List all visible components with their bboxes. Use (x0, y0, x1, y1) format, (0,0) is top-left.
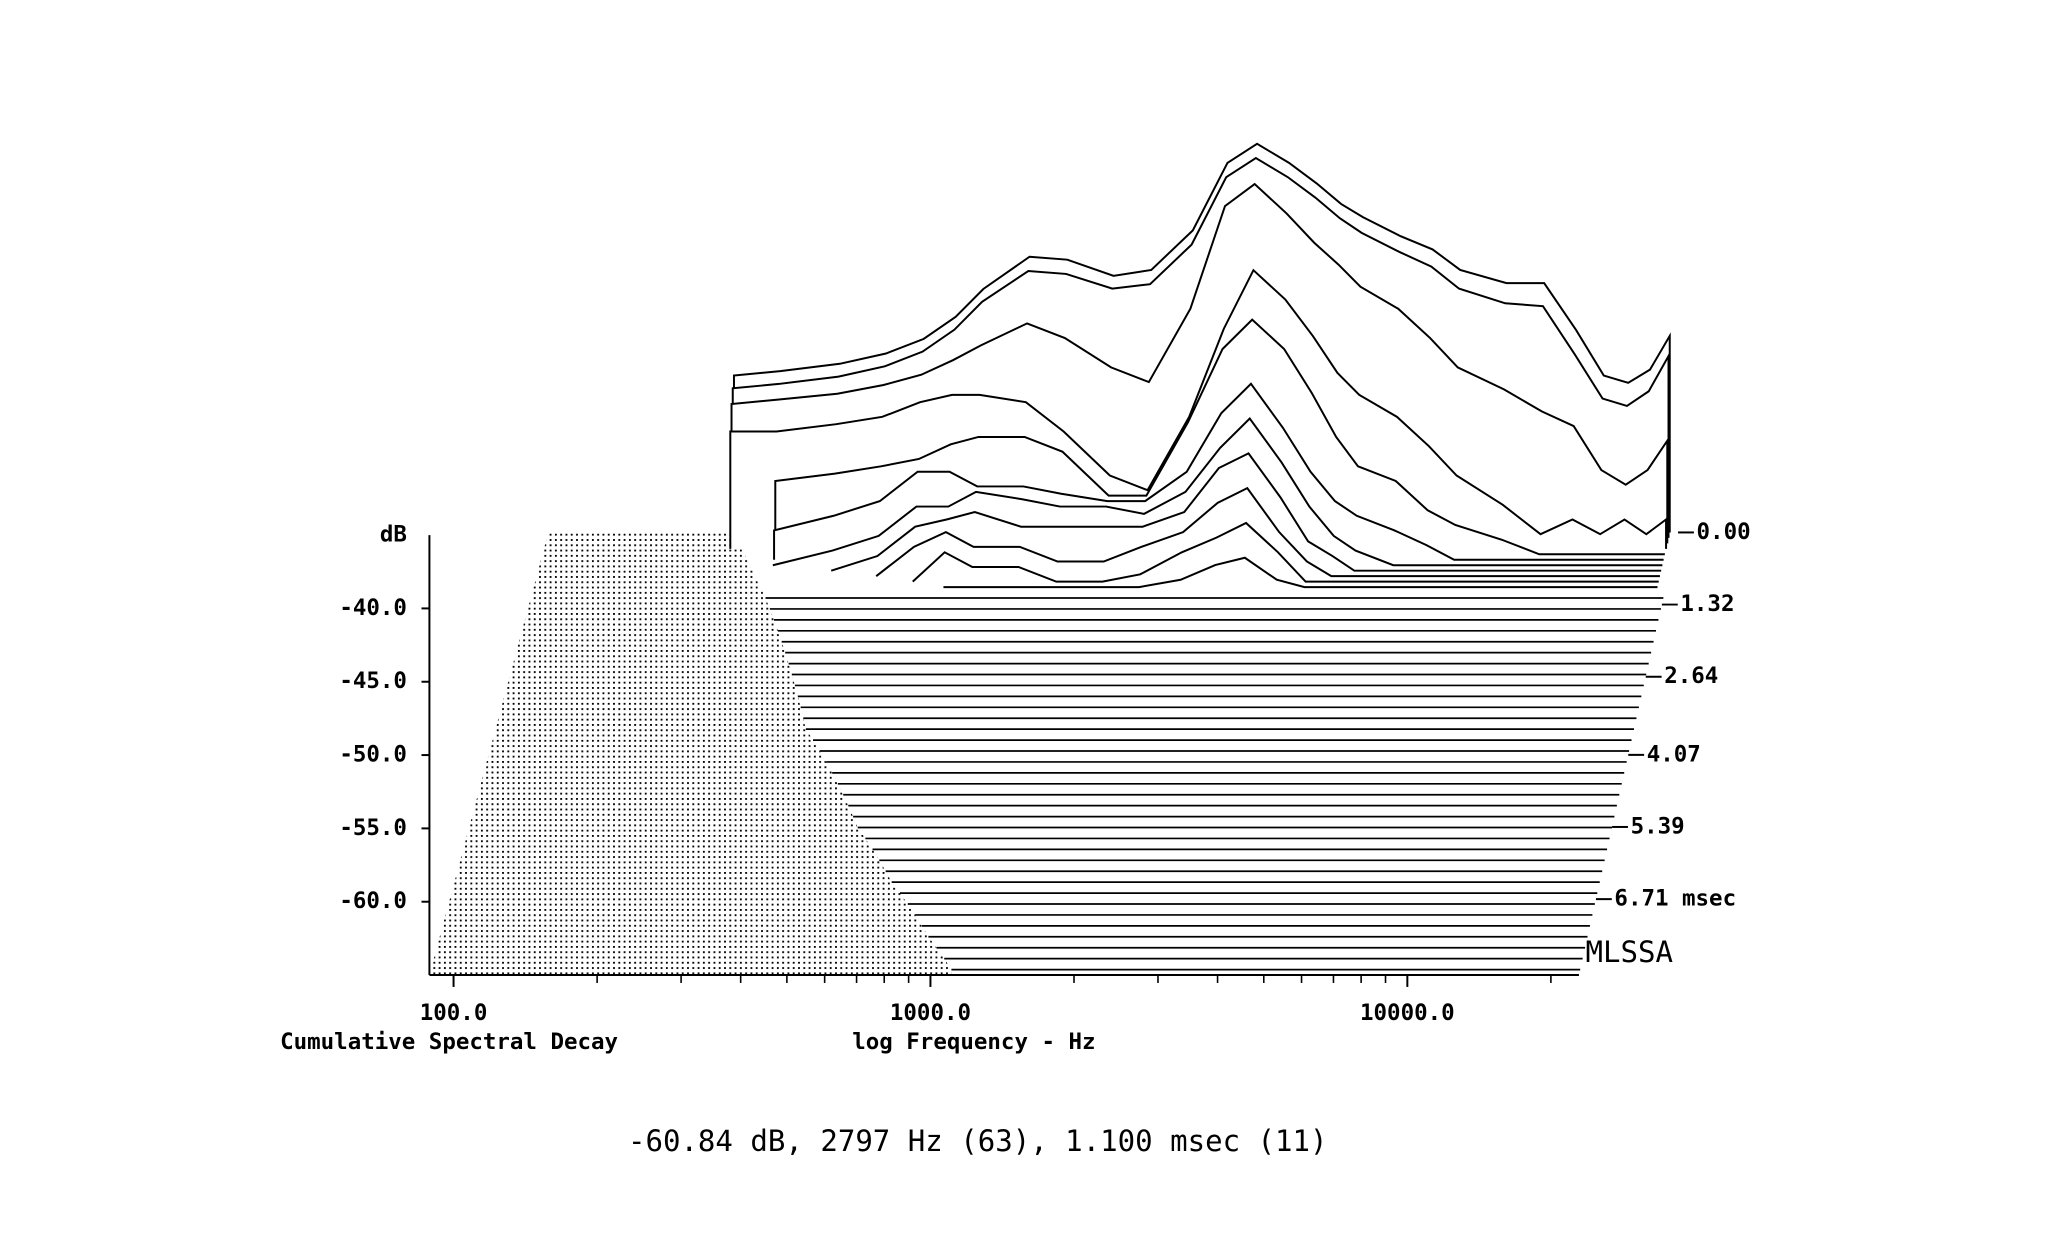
slice-line (729, 268, 1668, 549)
slice (875, 486, 1660, 578)
x-tick-label: 1000.0 (890, 1000, 971, 1026)
slice-line (730, 182, 1669, 544)
y-tick-label: -50.0 (339, 742, 407, 768)
slice (943, 556, 1658, 589)
slice (912, 521, 1659, 583)
floor-lines (765, 597, 1664, 971)
x-tick-label: 100.0 (420, 1000, 488, 1026)
slice-line (875, 486, 1660, 578)
slice-fill (912, 522, 1659, 582)
slice-line (943, 556, 1658, 589)
y-tick-label: -40.0 (339, 595, 407, 621)
slice-fill (876, 488, 1660, 577)
t-tick-label: 0.00 (1697, 519, 1751, 545)
shaded-region (429, 532, 952, 976)
slice-line (830, 452, 1662, 572)
t-tick-label: 4.07 (1647, 741, 1701, 767)
t-tick-label: 2.64 (1664, 663, 1718, 689)
slice-line (912, 521, 1659, 583)
x-axis-label: log Frequency - Hz (852, 1029, 1095, 1055)
x-tick-label: 10000.0 (1360, 1000, 1455, 1026)
slice-line (774, 318, 1665, 556)
y-axis-label: dB (380, 522, 407, 548)
t-tick-label: 6.71 msec (1614, 886, 1736, 912)
chart-title: Cumulative Spectral Decay (280, 1029, 618, 1055)
t-tick-label: 1.32 (1680, 591, 1734, 617)
footer-readout: -60.84 dB, 2797 Hz (63), 1.100 msec (11) (628, 1124, 1328, 1158)
t-tick-label: 5.39 (1631, 813, 1685, 839)
y-tick-label: -45.0 (339, 668, 407, 694)
shaded-floor (429, 532, 952, 976)
slice-line (732, 142, 1671, 533)
slice-line (772, 417, 1663, 567)
brand-label: MLSSA (1586, 935, 1673, 969)
slice-line (773, 382, 1664, 561)
y-tick-label: -60.0 (339, 888, 407, 914)
slice-line (731, 156, 1670, 538)
y-tick-label: -55.0 (339, 815, 407, 841)
